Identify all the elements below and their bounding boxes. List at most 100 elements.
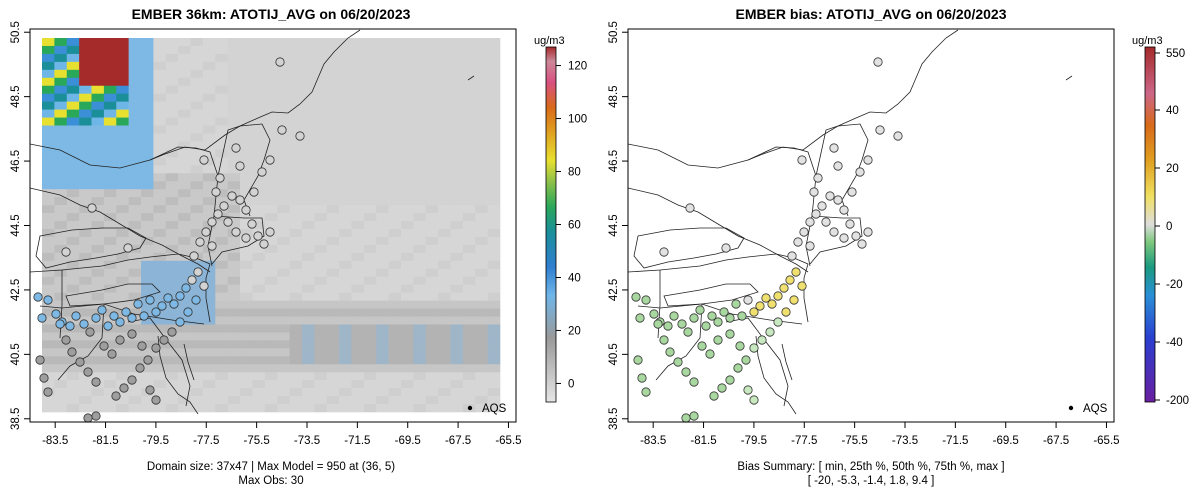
- site-marker: [709, 391, 719, 401]
- grid-cell: [79, 157, 92, 166]
- grid-cell: [42, 109, 55, 118]
- colorbar-tick-label: 0: [568, 378, 574, 390]
- grid-cell: [240, 109, 253, 118]
- grid-cell: [141, 173, 154, 182]
- grid-cell: [116, 117, 129, 126]
- grid-cell: [116, 213, 129, 222]
- grid-cell: [165, 356, 179, 365]
- grid-cell: [376, 149, 389, 158]
- grid-cell: [388, 340, 402, 349]
- grid-cell: [128, 181, 142, 190]
- grid-cell: [91, 324, 105, 333]
- grid-cell: [153, 260, 167, 270]
- grid-cell: [178, 197, 191, 206]
- grid-cell: [388, 276, 402, 285]
- site-marker: [231, 227, 241, 237]
- grid-cell: [363, 284, 377, 293]
- grid-cell: [487, 141, 501, 150]
- grid-cell: [400, 364, 414, 373]
- grid-cell: [264, 141, 278, 150]
- grid-cell: [141, 61, 154, 71]
- grid-cell: [42, 340, 55, 349]
- panel1-legend: AQS: [467, 403, 507, 415]
- grid-cell: [487, 45, 501, 55]
- grid-cell: [450, 340, 464, 349]
- grid-cell: [475, 133, 488, 142]
- grid-cell: [103, 117, 117, 126]
- grid-cell: [153, 340, 167, 349]
- grid-cell: [91, 276, 105, 285]
- site-marker: [227, 191, 237, 201]
- grid-cell: [450, 268, 464, 278]
- grid-cell: [326, 205, 340, 214]
- grid-cell: [314, 324, 327, 333]
- grid-cell: [66, 141, 80, 150]
- grid-cell: [116, 300, 129, 309]
- grid-cell: [178, 260, 191, 270]
- grid-cell: [103, 141, 117, 150]
- grid-cell: [178, 125, 191, 134]
- grid-cell: [339, 380, 352, 389]
- grid-cell: [289, 38, 303, 47]
- grid-cell: [438, 165, 451, 174]
- grid-cell: [116, 189, 129, 198]
- grid-cell: [42, 181, 55, 190]
- grid-cell: [339, 189, 352, 198]
- grid-cell: [413, 38, 427, 47]
- panel2-legend-label: AQS: [1083, 403, 1108, 415]
- grid-cell: [190, 69, 204, 79]
- grid-cell: [388, 372, 402, 381]
- grid-cell: [227, 109, 241, 118]
- panel1-footer-line1: Domain size: 37x47 | Max Model = 950 at …: [147, 461, 395, 473]
- site-marker: [663, 321, 673, 331]
- grid-cell: [252, 340, 266, 349]
- grid-cell: [363, 348, 377, 357]
- grid-cell: [326, 77, 340, 87]
- site-marker: [187, 275, 197, 285]
- grid-cell: [42, 213, 55, 222]
- grid-cell: [388, 189, 402, 198]
- grid-cell: [326, 93, 340, 102]
- site-marker: [157, 301, 167, 311]
- grid-cell: [450, 149, 464, 158]
- grid-cell: [116, 133, 129, 142]
- grid-cell: [301, 77, 315, 87]
- grid-cell: [388, 308, 402, 317]
- grid-cell: [128, 85, 142, 94]
- grid-cell: [487, 61, 501, 71]
- x-tick-label: -73.5: [294, 435, 320, 447]
- site-marker: [847, 187, 857, 197]
- grid-cell: [116, 61, 129, 71]
- grid-cell: [190, 356, 204, 365]
- grid-cell: [79, 276, 92, 285]
- grid-cell: [462, 372, 476, 381]
- grid-cell: [376, 77, 389, 87]
- grid-cell: [202, 268, 216, 278]
- grid-cell: [301, 117, 315, 126]
- grid-cell: [289, 109, 303, 118]
- grid-cell: [487, 109, 501, 118]
- grid-cell: [289, 101, 303, 110]
- site-marker: [689, 411, 699, 421]
- grid-cell: [66, 181, 80, 190]
- grid-cell: [190, 101, 204, 110]
- site-marker: [135, 363, 145, 373]
- grid-cell: [202, 77, 216, 87]
- grid-cell: [351, 388, 365, 397]
- site-marker: [37, 313, 47, 323]
- grid-cell: [301, 244, 315, 254]
- grid-cell: [326, 236, 340, 246]
- grid-cell: [128, 388, 142, 397]
- grid-cell: [128, 284, 142, 293]
- site-marker: [87, 203, 97, 213]
- grid-cell: [141, 205, 154, 214]
- grid-cell: [289, 197, 303, 206]
- grid-cell: [326, 165, 340, 174]
- grid-cell: [388, 117, 402, 126]
- grid-cell: [66, 165, 80, 174]
- grid-cell: [388, 38, 402, 47]
- grid-cell: [165, 380, 179, 389]
- grid-cell: [438, 38, 451, 47]
- grid-cell: [450, 141, 464, 150]
